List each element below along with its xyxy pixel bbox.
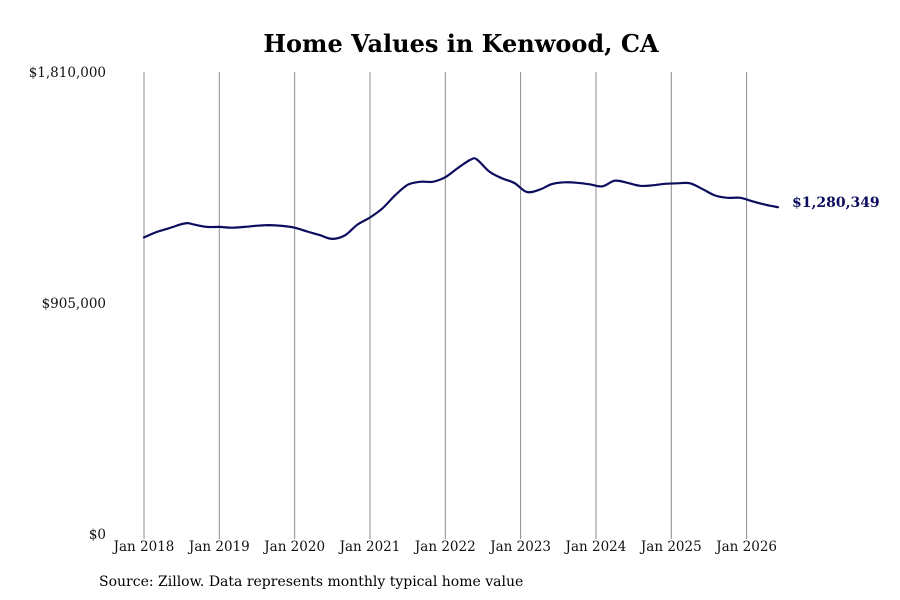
x-tick-label: Jan 2019 [187, 539, 250, 555]
x-tick-label: Jan 2022 [413, 539, 476, 555]
chart-source: Source: Zillow. Data represents monthly … [99, 574, 524, 590]
x-axis: Jan 2018 Jan 2019 Jan 2020 Jan 2021 Jan 2022… [112, 539, 777, 555]
x-tick-label: Jan 2025 [639, 539, 702, 555]
x-tick-label: Jan 2024 [564, 539, 627, 555]
y-axis: $0 $905,000 $1,810,000 [29, 65, 106, 543]
x-tick-label: Jan 2023 [488, 539, 551, 555]
x-tick-label: Jan 2020 [262, 539, 325, 555]
x-tick-label: Jan 2026 [714, 539, 777, 555]
y-tick-label: $1,810,000 [29, 65, 106, 81]
series-layer [142, 157, 780, 241]
y-tick-label: $0 [89, 527, 106, 543]
series-line [142, 157, 780, 241]
x-tick-label: Jan 2021 [338, 539, 401, 555]
y-tick-label: $905,000 [42, 296, 106, 312]
chart-title: Home Values in Kenwood, CA [263, 29, 659, 58]
gridlines [143, 72, 748, 539]
end-value-label: $1,280,349 [792, 195, 880, 211]
annotations: $1,280,349 [792, 195, 880, 211]
x-tick-label: Jan 2018 [112, 539, 175, 555]
